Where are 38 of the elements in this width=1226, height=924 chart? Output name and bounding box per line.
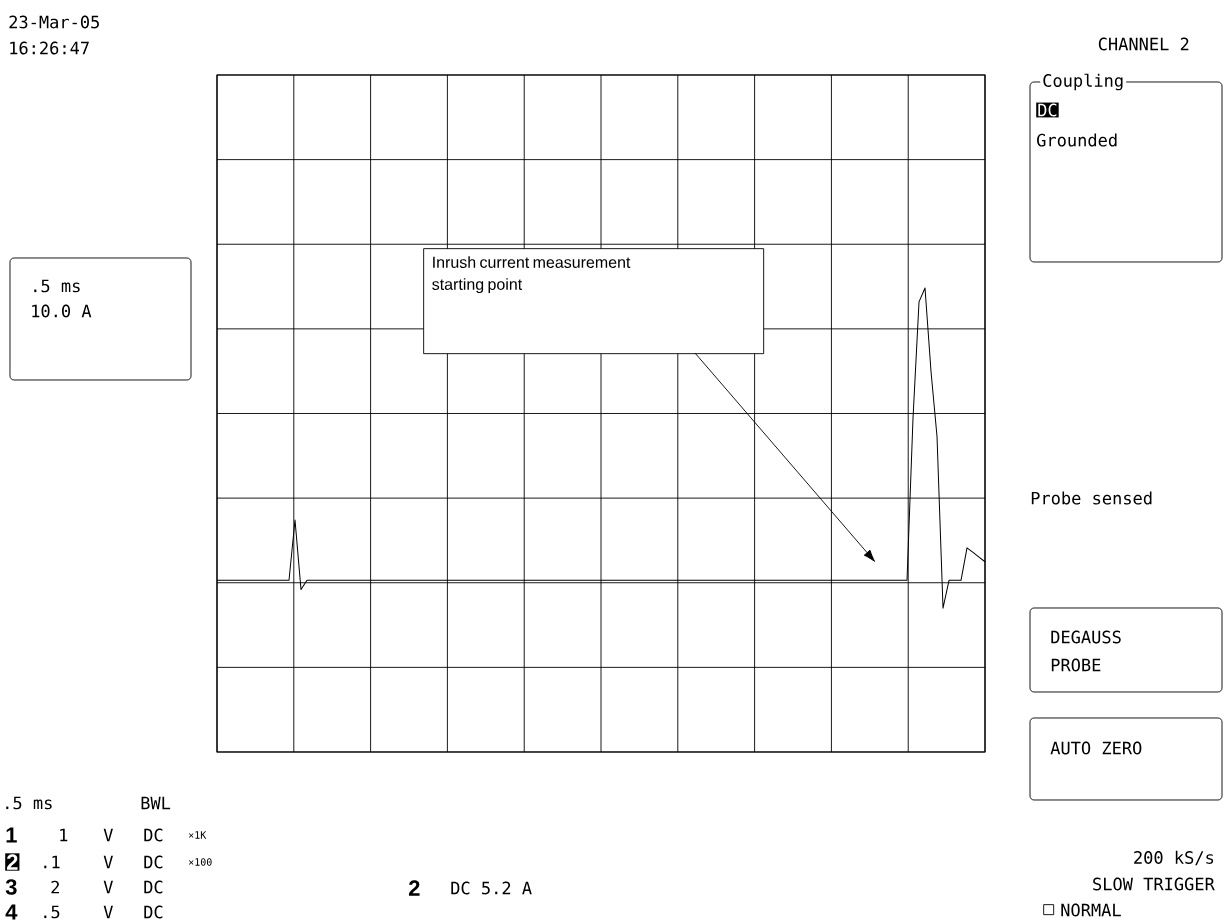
text: ×100 — [188, 858, 212, 866]
text: 10.0 A — [32, 304, 92, 318]
text: V — [103, 855, 113, 869]
text: V — [103, 828, 113, 842]
text: .5 — [44, 905, 60, 919]
text: Grounded — [1037, 133, 1117, 147]
text: 200 kS/s — [1134, 850, 1214, 866]
text: 2 — [51, 880, 59, 894]
text: CHANNEL 2 — [1098, 37, 1189, 51]
text: Probe sensed — [1031, 491, 1152, 505]
text: 2 — [6, 854, 18, 870]
text: AUTO ZERO — [1050, 741, 1142, 755]
text: 2 — [408, 880, 420, 896]
text: PROBE — [1051, 658, 1101, 672]
text: DC — [144, 828, 163, 842]
text: .5 ms — [34, 279, 80, 293]
text: DC — [1038, 103, 1057, 117]
text: ×1K — [188, 831, 207, 839]
text: DC — [144, 855, 163, 869]
text: DC 5.2 A — [451, 881, 532, 895]
text: Coupling — [1043, 73, 1123, 91]
text: 1 — [60, 828, 68, 842]
text: 16:26:47 — [10, 41, 89, 55]
text: 4 — [5, 904, 18, 920]
text: 3 — [5, 879, 17, 895]
text: DEGAUSS — [1051, 630, 1121, 644]
text: .5 ms — [6, 796, 52, 810]
text: DC — [144, 905, 163, 919]
text: .1 — [44, 855, 60, 869]
text: DC — [144, 880, 163, 894]
text: NORMAL — [1061, 903, 1121, 917]
text: 1 — [6, 827, 17, 843]
text: V — [103, 880, 113, 894]
annotation: Inrush current measurement starting point — [432, 256, 631, 294]
text: V — [103, 905, 113, 919]
text: SLOW TRIGGER — [1093, 877, 1215, 891]
text: 23-Mar-05 — [9, 15, 99, 29]
text: BWL — [141, 796, 171, 810]
